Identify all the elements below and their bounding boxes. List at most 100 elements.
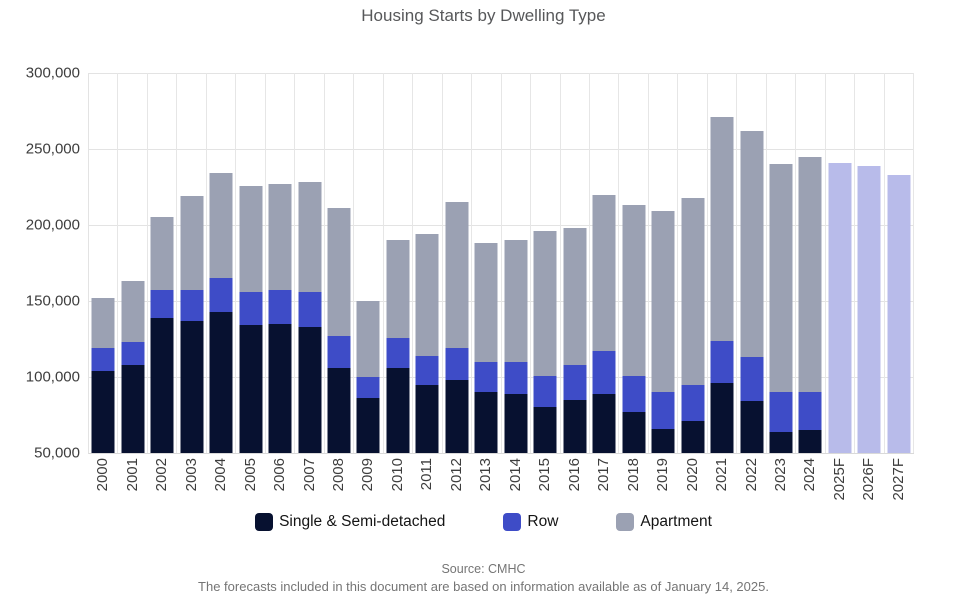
chart-column bbox=[619, 73, 649, 453]
chart-column bbox=[737, 73, 767, 453]
segment-apartment bbox=[798, 156, 822, 393]
segment-single-semi-detached bbox=[415, 384, 439, 453]
x-axis-labels: 2000 2001 2002 2003 2004 2005 2006 2007 2008 2009… bbox=[88, 458, 913, 510]
segment-row bbox=[769, 392, 793, 432]
bar-2013 bbox=[474, 243, 498, 453]
x-axis-label-cell: 2009 bbox=[353, 458, 382, 510]
chart-column bbox=[472, 73, 502, 453]
x-axis-label-cell: 2014 bbox=[501, 458, 530, 510]
x-axis-label: 2000 bbox=[94, 458, 112, 492]
x-axis-label-cell: 2010 bbox=[383, 458, 412, 510]
chart-column bbox=[590, 73, 620, 453]
chart-column bbox=[855, 73, 885, 453]
segment-row bbox=[798, 392, 822, 431]
segment-single-semi-detached bbox=[150, 317, 174, 453]
x-axis-label-cell: 2025F bbox=[825, 458, 854, 510]
segment-single-semi-detached bbox=[298, 326, 322, 453]
segment-apartment bbox=[239, 185, 263, 292]
chart-column bbox=[443, 73, 473, 453]
segment-single-semi-detached bbox=[740, 401, 764, 453]
segment-apartment bbox=[180, 196, 204, 291]
segment-single-semi-detached bbox=[474, 392, 498, 453]
segment-row bbox=[622, 375, 646, 412]
x-axis-label: 2024 bbox=[801, 458, 819, 492]
chart-column bbox=[177, 73, 207, 453]
segment-single-semi-detached bbox=[592, 393, 616, 453]
segment-row bbox=[533, 375, 557, 408]
x-axis-label-cell: 2008 bbox=[324, 458, 353, 510]
bar-2024 bbox=[798, 156, 822, 453]
chart-column bbox=[649, 73, 679, 453]
segment-single-semi-detached bbox=[445, 380, 469, 453]
x-axis-label-cell: 2026F bbox=[854, 458, 883, 510]
x-axis-label-cell: 2005 bbox=[235, 458, 264, 510]
x-axis-label: 2018 bbox=[624, 458, 642, 492]
bar-2020 bbox=[681, 197, 705, 453]
segment-apartment bbox=[91, 297, 115, 349]
x-axis-label-cell: 2018 bbox=[618, 458, 647, 510]
legend-label: Row bbox=[527, 513, 559, 530]
segment-apartment bbox=[327, 208, 351, 336]
legend-swatch bbox=[503, 513, 522, 531]
segment-apartment bbox=[386, 240, 410, 338]
x-axis-label: 2027F bbox=[889, 458, 907, 501]
x-axis-label-cell: 2020 bbox=[677, 458, 706, 510]
segment-row bbox=[474, 361, 498, 393]
bar-2021 bbox=[710, 117, 734, 453]
x-axis-label-cell: 2023 bbox=[766, 458, 795, 510]
bar-2001 bbox=[121, 281, 145, 453]
segment-apartment bbox=[415, 234, 439, 356]
segment-apartment bbox=[150, 217, 174, 291]
legend-item-apartment: Apartment bbox=[616, 513, 712, 531]
legend-swatch bbox=[616, 513, 635, 531]
plot-area bbox=[88, 73, 915, 454]
segment-row bbox=[268, 290, 292, 324]
x-axis-label-cell: 2015 bbox=[530, 458, 559, 510]
bar-2004 bbox=[209, 173, 233, 453]
bar-2026F bbox=[857, 165, 881, 453]
y-axis-tick-label: 100,000 bbox=[25, 368, 80, 386]
legend-swatch bbox=[255, 513, 274, 531]
x-axis-label-cell: 2000 bbox=[88, 458, 117, 510]
chart-column bbox=[354, 73, 384, 453]
segment-forecast-total bbox=[887, 174, 911, 453]
segment-apartment bbox=[563, 228, 587, 365]
chart-column bbox=[295, 73, 325, 453]
x-axis-label: 2025F bbox=[830, 458, 848, 501]
chart-column bbox=[531, 73, 561, 453]
y-axis-tick-label: 50,000 bbox=[34, 444, 80, 462]
bar-2000 bbox=[91, 297, 115, 453]
legend-item-row: Row bbox=[503, 513, 558, 531]
x-axis-label-cell: 2024 bbox=[795, 458, 824, 510]
segment-row bbox=[150, 290, 174, 318]
segment-single-semi-detached bbox=[651, 428, 675, 453]
x-axis-label-cell: 2017 bbox=[589, 458, 618, 510]
chart-column bbox=[767, 73, 797, 453]
segment-row bbox=[121, 342, 145, 365]
x-axis-label: 2015 bbox=[536, 458, 554, 492]
x-axis-label: 2011 bbox=[418, 458, 436, 491]
segment-single-semi-detached bbox=[563, 399, 587, 453]
segment-apartment bbox=[298, 182, 322, 292]
segment-single-semi-detached bbox=[681, 421, 705, 453]
x-axis-label-cell: 2004 bbox=[206, 458, 235, 510]
chart-column bbox=[325, 73, 355, 453]
segment-apartment bbox=[209, 173, 233, 279]
segment-apartment bbox=[651, 211, 675, 393]
chart-title: Housing Starts by Dwelling Type bbox=[361, 6, 606, 25]
segment-apartment bbox=[592, 194, 616, 352]
segment-apartment bbox=[622, 205, 646, 376]
segment-apartment bbox=[769, 164, 793, 393]
legend-label: Single & Semi-detached bbox=[279, 513, 446, 530]
x-axis-label: 2010 bbox=[388, 458, 406, 492]
chart-column bbox=[678, 73, 708, 453]
x-axis-label: 2014 bbox=[506, 458, 524, 492]
segment-single-semi-detached bbox=[710, 383, 734, 453]
y-axis-tick-label: 200,000 bbox=[25, 216, 80, 234]
segment-row bbox=[91, 348, 115, 371]
chart-column bbox=[826, 73, 856, 453]
x-axis-label: 2017 bbox=[595, 458, 613, 492]
x-axis-label: 2003 bbox=[182, 458, 200, 492]
bar-2025F bbox=[828, 162, 852, 453]
